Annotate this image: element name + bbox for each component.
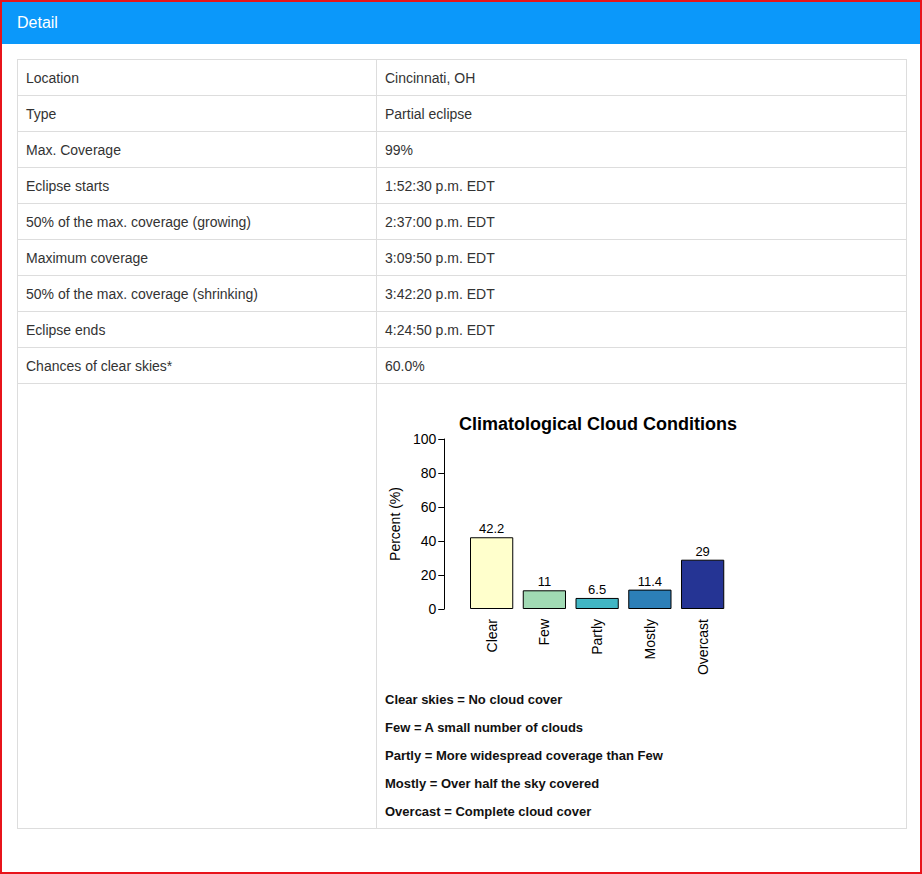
- svg-text:42.2: 42.2: [479, 521, 504, 536]
- svg-text:20: 20: [421, 567, 437, 583]
- html-text:Eclipse ends: Eclipse ends: [26, 321, 106, 338]
- html-text:Partial eclipse: Partial eclipse: [385, 105, 473, 122]
- html-text:50% of the max. coverage (shri: 50% of the max. coverage (shrinking): [26, 285, 258, 302]
- svg-text:11: 11: [538, 574, 552, 589]
- html-text:1:52:30 p.m. EDT: 1:52:30 p.m. EDT: [385, 177, 495, 194]
- html-text:Partly = More widespread cover: Partly = More widespread coverage than F…: [385, 748, 663, 763]
- svg-text:Clear: Clear: [484, 619, 500, 653]
- svg-text:100: 100: [413, 431, 437, 447]
- html-text:Cincinnati, OH: Cincinnati, OH: [385, 69, 476, 86]
- html-text:4:24:50 p.m. EDT: 4:24:50 p.m. EDT: [385, 321, 495, 338]
- html-text:Clear skies = No cloud cover: Clear skies = No cloud cover: [385, 692, 563, 707]
- svg-text:60: 60: [421, 499, 437, 515]
- svg-text:29: 29: [695, 544, 709, 559]
- svg-text:Partly: Partly: [589, 619, 605, 655]
- html-text:50% of the max. coverage (grow: 50% of the max. coverage (growing): [26, 213, 251, 230]
- html-text:Mostly = Over half the sky cov: Mostly = Over half the sky covered: [385, 776, 600, 791]
- svg-text:Overcast: Overcast: [695, 619, 711, 675]
- svg-text:40: 40: [421, 533, 437, 549]
- html-text:Few = A small number of clouds: Few = A small number of clouds: [385, 720, 583, 735]
- svg-text:Climatological Cloud Condition: Climatological Cloud Conditions: [459, 414, 737, 434]
- html-text:3:09:50 p.m. EDT: 3:09:50 p.m. EDT: [385, 249, 495, 266]
- html-text:Type: Type: [26, 105, 57, 122]
- html-text:Detail: Detail: [17, 14, 58, 31]
- html-text:Maximum coverage: Maximum coverage: [26, 249, 149, 266]
- html-text:2:37:00 p.m. EDT: 2:37:00 p.m. EDT: [385, 213, 495, 230]
- svg-text:Mostly: Mostly: [642, 619, 658, 659]
- html-text:Chances of clear skies*: Chances of clear skies*: [26, 357, 173, 374]
- svg-text:11.4: 11.4: [638, 574, 662, 589]
- svg-text:6.5: 6.5: [588, 582, 606, 597]
- html-text:Eclipse starts: Eclipse starts: [26, 177, 110, 194]
- svg-text:Percent (%): Percent (%): [387, 487, 403, 561]
- html-text:Location: Location: [26, 69, 79, 86]
- html-text:Max. Coverage: Max. Coverage: [26, 141, 121, 158]
- html-text:Overcast = Complete cloud cove: Overcast = Complete cloud cover: [385, 804, 592, 819]
- svg-text:80: 80: [421, 465, 437, 481]
- html-text:60.0%: 60.0%: [385, 357, 425, 374]
- svg-text:Few: Few: [536, 618, 552, 645]
- html-text:3:42:20 p.m. EDT: 3:42:20 p.m. EDT: [385, 285, 495, 302]
- svg-text:0: 0: [428, 601, 436, 617]
- html-text:99%: 99%: [385, 141, 413, 158]
